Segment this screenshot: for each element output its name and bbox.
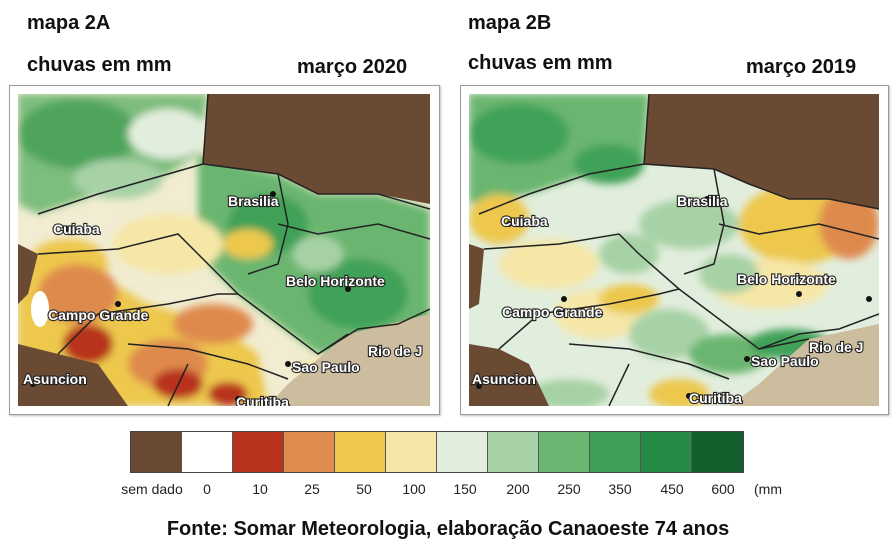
map-a-period: março 2020 [297, 56, 408, 78]
rainfall-map-2020: Cuiaba Brasilia Belo Horizonte Campo Gra… [9, 85, 440, 415]
legend-swatch [284, 432, 335, 472]
source-caption: Fonte: Somar Meteorologia, elaboração Ca… [166, 518, 730, 540]
city-label: Rio de J [809, 339, 863, 355]
legend-tick-label: 25 [304, 481, 320, 497]
city-label: Curitiba [689, 390, 742, 406]
map-b-id-label: mapa 2B [468, 12, 552, 34]
legend-tick-label: 10 [252, 481, 268, 497]
city-label: Campo Grande [502, 304, 603, 320]
legend-tick-label: 600 [711, 481, 735, 497]
city-label: Asuncion [23, 371, 87, 387]
rainfall-map-2019: Cuiaba Brasilia Belo Horizonte Campo Gra… [460, 85, 889, 415]
legend-swatch [233, 432, 284, 472]
legend-swatch [590, 432, 641, 472]
legend-swatch [641, 432, 692, 472]
legend-tick-label: 250 [557, 481, 581, 497]
legend-swatch [539, 432, 590, 472]
legend-tick-label: 100 [402, 481, 426, 497]
legend-tick-label: 50 [356, 481, 372, 497]
city-label: Sao Paulo [292, 359, 360, 375]
map-a-subtitle: chuvas em mm [27, 54, 172, 76]
map-b-subtitle: chuvas em mm [468, 52, 613, 74]
city-label: Belo Horizonte [737, 271, 836, 287]
map-a-canvas: Cuiaba Brasilia Belo Horizonte Campo Gra… [18, 94, 430, 406]
city-label: Curitiba [236, 394, 289, 406]
city-label: Campo Grande [48, 307, 149, 323]
map-a-id-label: mapa 2A [27, 12, 111, 34]
legend-swatch [131, 432, 182, 472]
city-label: Brasilia [228, 193, 279, 209]
legend-swatch [182, 432, 233, 472]
legend-swatch [437, 432, 488, 472]
legend-tick-label: 0 [203, 481, 211, 497]
legend-tick-label: 150 [453, 481, 477, 497]
legend-swatch [692, 432, 743, 472]
legend-tick-label: sem dado [121, 481, 183, 497]
map-b-canvas: Cuiaba Brasilia Belo Horizonte Campo Gra… [469, 94, 879, 406]
city-label: Cuiaba [501, 213, 548, 229]
rainfall-legend [130, 431, 744, 473]
legend-swatch [386, 432, 437, 472]
city-label: Sao Paulo [751, 353, 819, 369]
legend-swatch [488, 432, 539, 472]
legend-tick-label: 450 [660, 481, 684, 497]
city-label: Belo Horizonte [286, 273, 385, 289]
map-b-period: março 2019 [746, 56, 857, 78]
legend-tick-label: 200 [506, 481, 530, 497]
city-label: Cuiaba [53, 221, 100, 237]
legend-swatch [335, 432, 386, 472]
city-label: Asuncion [472, 371, 536, 387]
legend-tick-label: 350 [608, 481, 632, 497]
city-label: Brasilia [677, 193, 728, 209]
city-label: Rio de J [368, 343, 422, 359]
legend-unit-label: (mm [754, 481, 782, 497]
